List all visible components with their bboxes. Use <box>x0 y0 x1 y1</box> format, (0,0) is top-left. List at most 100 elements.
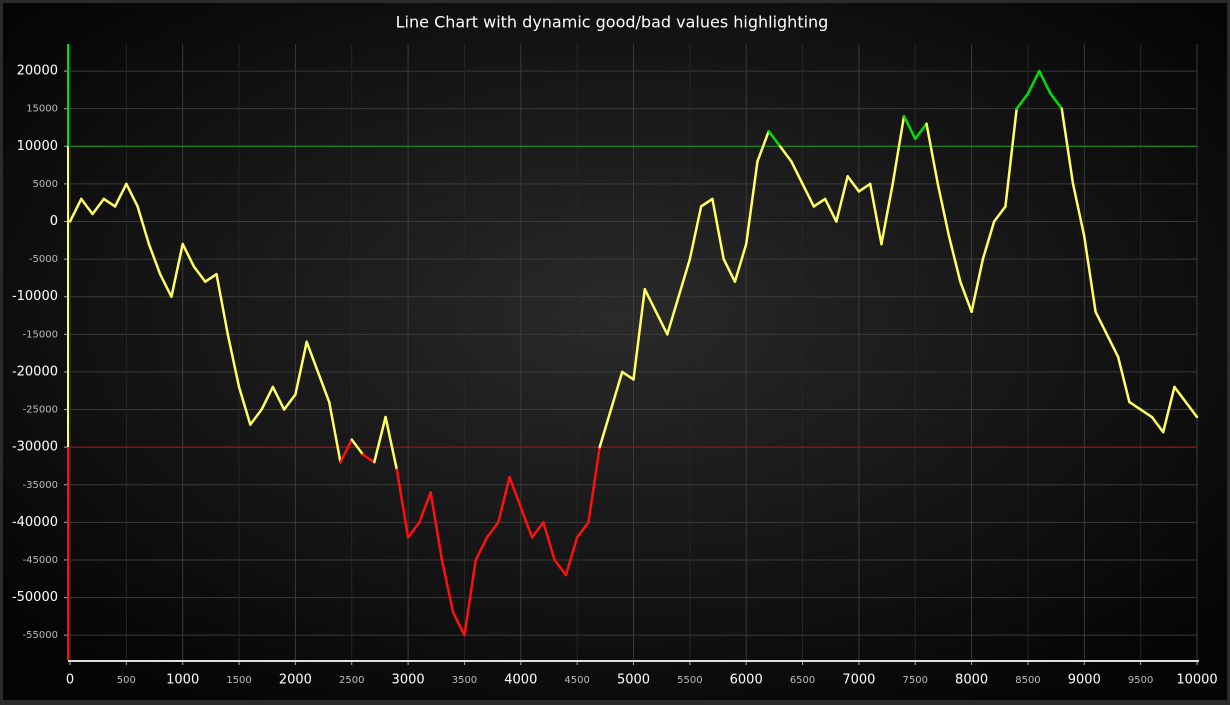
line-segment <box>1049 92 1064 110</box>
line-segment <box>125 182 139 208</box>
x-tick-label: 8500 <box>1015 675 1040 686</box>
line-segment <box>564 536 579 577</box>
line-segment <box>790 160 804 186</box>
line-segment <box>339 438 353 464</box>
line-segment <box>1015 92 1030 110</box>
line-segment <box>226 333 241 389</box>
line-segment <box>485 521 500 539</box>
line-segment <box>756 129 770 163</box>
line-segment <box>1139 408 1154 419</box>
y-tick-label: 10000 <box>17 139 58 154</box>
line-segment <box>598 408 613 449</box>
line-segment <box>440 558 455 614</box>
line-segment <box>350 438 365 456</box>
x-tick-label: 2000 <box>279 673 312 688</box>
x-tick-label: 8000 <box>955 673 988 688</box>
line-segment <box>778 145 793 163</box>
x-tick-label: 1500 <box>226 675 251 686</box>
x-tick-label: 6500 <box>790 675 815 686</box>
line-segment <box>249 408 263 426</box>
line-segment <box>1071 182 1086 238</box>
line-segment <box>542 521 556 562</box>
line-segment <box>294 340 308 396</box>
line-segment <box>147 242 162 276</box>
y-tick-label: -10000 <box>12 289 58 304</box>
line-segment <box>203 272 218 283</box>
line-segment <box>170 242 184 298</box>
line-segment <box>102 197 117 208</box>
line-segment <box>260 385 275 411</box>
x-tick-label: 0 <box>66 673 74 688</box>
line-segment <box>327 400 342 464</box>
line-segment <box>722 257 737 283</box>
y-tick-label: -55000 <box>23 630 58 641</box>
line-segment <box>688 205 703 261</box>
y-tick-label: -50000 <box>12 590 58 605</box>
y-tick-label: 20000 <box>17 64 58 79</box>
x-tick-label: 5500 <box>677 675 702 686</box>
y-tick-label: -5000 <box>29 254 58 265</box>
x-tick-label: 500 <box>117 675 136 686</box>
line-segment <box>1184 400 1199 419</box>
line-segment <box>451 611 466 637</box>
line-segment <box>801 182 816 208</box>
line-segment <box>1026 69 1041 95</box>
line-segment <box>1083 235 1097 314</box>
line-segment <box>1161 385 1176 434</box>
line-segment <box>1060 107 1075 186</box>
line-segment <box>136 205 151 246</box>
line-segment <box>823 197 838 223</box>
y-tick-label: -45000 <box>23 555 58 566</box>
line-segment <box>384 415 399 471</box>
y-tick-label: 0 <box>50 214 58 229</box>
line-segment <box>925 122 940 186</box>
line-segment <box>936 182 951 238</box>
line-segment <box>812 197 827 208</box>
line-segment <box>305 340 320 374</box>
x-tick-label: 2500 <box>339 675 364 686</box>
line-segment <box>711 197 725 261</box>
line-segment <box>846 175 861 193</box>
x-tick-label: 4500 <box>564 675 589 686</box>
x-tick-label: 5000 <box>617 673 650 688</box>
line-segment <box>271 385 286 411</box>
line-segment <box>868 182 883 246</box>
line-segment <box>508 475 523 509</box>
line-segment <box>1004 107 1018 208</box>
y-tick-label: -35000 <box>23 480 58 491</box>
chart-title: Line Chart with dynamic good/bad values … <box>396 13 829 32</box>
y-tick-label: -30000 <box>12 440 58 455</box>
line-segment <box>959 280 973 314</box>
line-segment <box>519 506 534 539</box>
line-segment <box>406 521 421 539</box>
x-tick-label: 1000 <box>166 673 199 688</box>
line-segment <box>947 235 962 283</box>
line-segment <box>373 415 387 464</box>
line-segment <box>113 182 128 208</box>
line-segment <box>587 445 601 524</box>
line-segment <box>666 295 680 336</box>
x-tick-label: 4000 <box>504 673 537 688</box>
x-tick-label: 10000 <box>1176 673 1217 688</box>
y-tick-label: -25000 <box>23 405 58 416</box>
line-segment <box>158 272 173 298</box>
x-tick-label: 3500 <box>452 675 477 686</box>
line-segment <box>891 114 906 186</box>
x-tick-label: 9000 <box>1068 673 1101 688</box>
line-segment <box>575 521 590 539</box>
line-segment <box>699 197 714 208</box>
line-segment <box>1116 355 1131 404</box>
line-segment <box>1128 400 1142 411</box>
line-segment <box>654 310 669 336</box>
x-tick-label: 6000 <box>730 673 763 688</box>
line-segment <box>91 197 106 216</box>
x-tick-label: 7500 <box>903 675 928 686</box>
line-segment <box>914 122 928 141</box>
y-tick-label: 15000 <box>26 104 58 115</box>
line-segment <box>857 182 872 193</box>
line-segment <box>1094 310 1109 336</box>
line-segment <box>677 257 692 298</box>
line-segment <box>744 160 759 246</box>
